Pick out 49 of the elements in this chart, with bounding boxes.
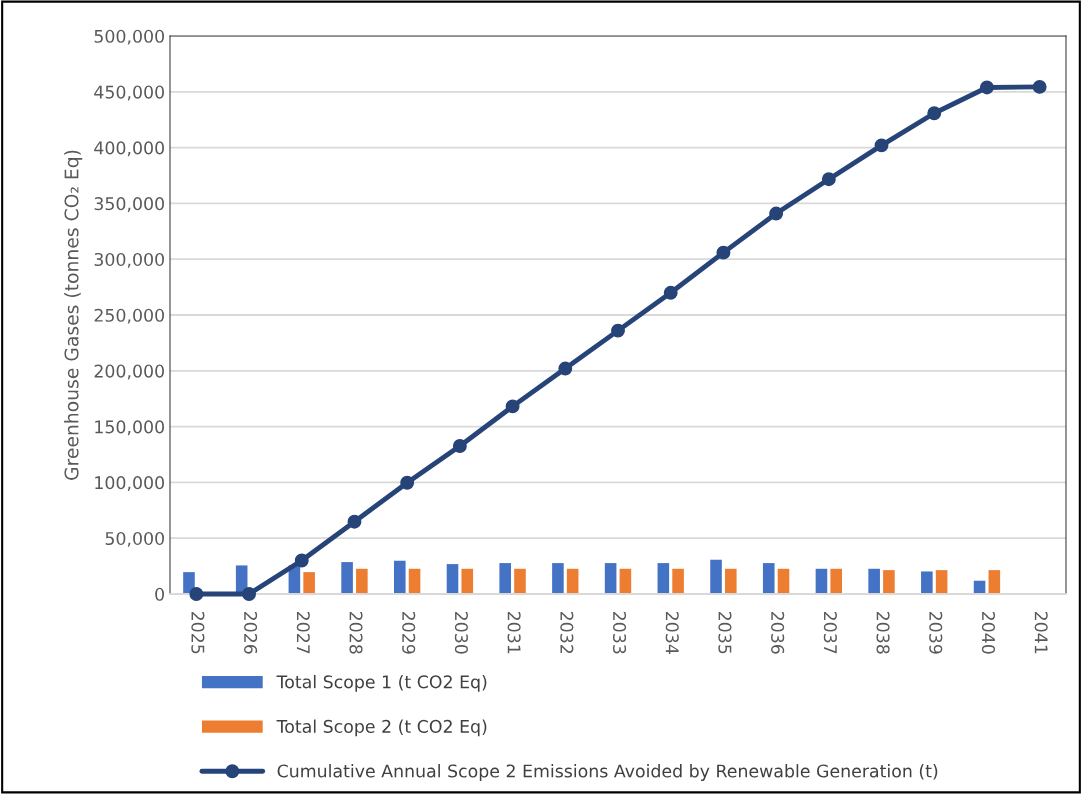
point: [769, 206, 784, 221]
point: [400, 475, 415, 490]
legend-label: Cumulative Annual Scope 2 Emissions Avoided by Renewable Generation (t): [277, 764, 938, 781]
point: [1032, 79, 1047, 94]
y-tick-label: 500,000: [94, 29, 164, 45]
x-tick-label: 2033: [612, 611, 627, 654]
point: [505, 399, 520, 414]
point: [716, 245, 731, 260]
y-tick-label: 300,000: [94, 252, 164, 268]
x-tick-label: 2034: [665, 611, 679, 654]
x-tick-label: 2039: [929, 611, 943, 654]
x-tick-label: 2037: [823, 611, 837, 654]
x-tick-label: 2036: [771, 611, 785, 654]
y-tick-label: 150,000: [95, 420, 164, 436]
point: [611, 323, 625, 338]
point: [663, 285, 678, 300]
y-tick-label: 350,000: [94, 197, 164, 213]
x-tick-label: 2041: [1034, 611, 1048, 654]
x-tick-label: 2035: [718, 611, 732, 654]
legend-label: Total Scope 1 (t CO2 Eq): [276, 674, 487, 692]
point: [347, 514, 362, 529]
y-tick-label: 400,000: [94, 141, 164, 157]
x-tick-label: 2040: [981, 611, 996, 654]
x-tick-label: 2025: [191, 611, 205, 654]
y-tick-label: 0: [155, 587, 164, 601]
legend-label: Total Scope 2 (t CO2 Eq): [276, 719, 487, 737]
point: [979, 80, 994, 95]
x-tick-label: 2038: [876, 611, 890, 654]
y-tick-label: 250,000: [94, 308, 164, 324]
x-tick-label: 2027: [296, 611, 310, 654]
y-tick-label: 450,000: [94, 85, 164, 101]
point: [189, 587, 204, 601]
point: [558, 361, 573, 376]
y-tick-label: 200,000: [94, 364, 164, 380]
point: [294, 553, 309, 568]
x-tick-label: 2032: [560, 611, 574, 654]
point: [242, 587, 257, 601]
x-tick-label: 2031: [507, 611, 521, 654]
point: [874, 138, 889, 153]
x-tick-label: 2028: [349, 611, 363, 654]
x-tick-label: 2030: [454, 611, 468, 654]
y-tick-label: 50,000: [105, 531, 164, 547]
y-axis-title: Greenhouse Gases (tonnes CO₂ Eq): [64, 150, 83, 480]
y-tick-label: 100,000: [95, 476, 164, 492]
point: [927, 106, 942, 121]
x-tick-label: 2026: [244, 611, 258, 654]
point: [452, 439, 467, 453]
x-tick-label: 2029: [402, 611, 416, 654]
point: [821, 172, 836, 187]
